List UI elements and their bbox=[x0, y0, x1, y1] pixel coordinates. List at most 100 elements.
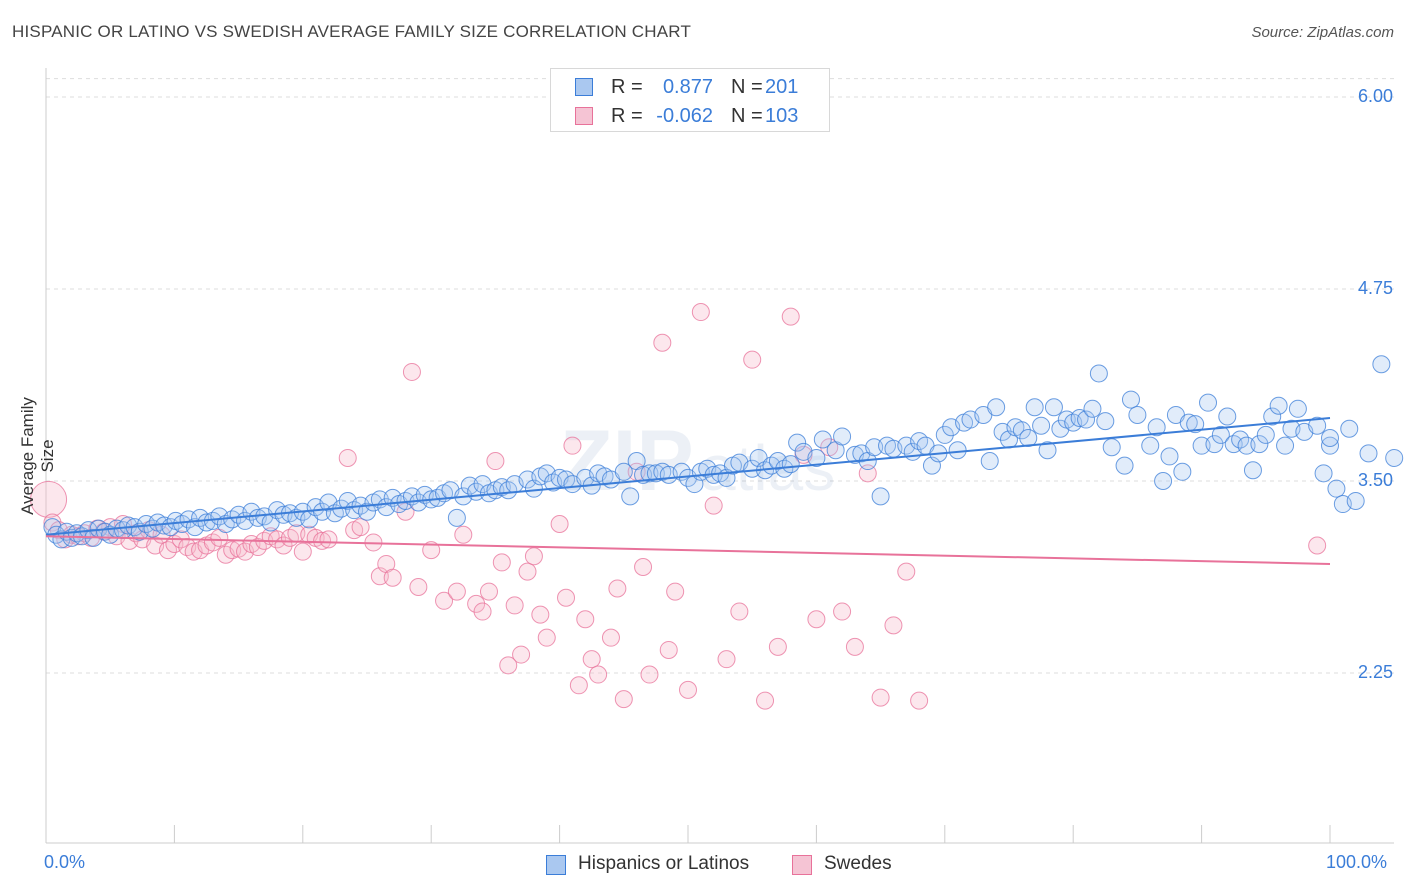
swedes-points bbox=[30, 303, 1327, 710]
data-point bbox=[467, 594, 486, 613]
data-point bbox=[845, 637, 864, 656]
data-point bbox=[1288, 399, 1307, 418]
series-legend: Hispanics or Latinos Swedes bbox=[0, 851, 1406, 879]
data-point bbox=[1237, 436, 1256, 455]
data-point bbox=[1327, 479, 1346, 498]
data-point bbox=[897, 562, 916, 581]
data-point bbox=[1385, 448, 1404, 467]
data-point bbox=[1263, 407, 1282, 426]
data-point bbox=[1340, 419, 1359, 438]
data-point bbox=[743, 459, 762, 478]
data-point bbox=[1276, 436, 1295, 455]
data-point bbox=[447, 582, 466, 601]
data-point bbox=[807, 448, 826, 467]
data-point bbox=[351, 518, 370, 537]
data-point bbox=[203, 533, 222, 552]
data-point bbox=[640, 665, 659, 684]
data-point bbox=[1019, 428, 1038, 447]
hispanics-points bbox=[43, 355, 1404, 549]
data-point bbox=[666, 582, 685, 601]
data-point bbox=[422, 541, 441, 560]
data-point bbox=[1321, 436, 1339, 455]
data-point bbox=[293, 542, 312, 561]
data-point bbox=[550, 515, 569, 534]
legend-r-label: R = bbox=[611, 105, 643, 127]
data-point bbox=[614, 690, 633, 709]
data-point bbox=[179, 510, 198, 529]
data-point bbox=[1269, 396, 1288, 415]
data-point bbox=[576, 610, 595, 629]
data-point bbox=[1205, 435, 1224, 454]
legend-label-hispanics: Hispanics or Latinos bbox=[578, 853, 750, 874]
data-point bbox=[1256, 425, 1275, 444]
data-point bbox=[479, 582, 498, 601]
legend-label-swedes: Swedes bbox=[824, 853, 892, 874]
data-point bbox=[569, 676, 588, 695]
data-point bbox=[601, 628, 620, 647]
data-point bbox=[524, 547, 543, 566]
data-point bbox=[1224, 435, 1243, 454]
data-point bbox=[659, 640, 678, 659]
data-point bbox=[1314, 464, 1333, 483]
data-point bbox=[743, 350, 762, 369]
data-point bbox=[1032, 416, 1051, 435]
data-point bbox=[1044, 398, 1063, 417]
data-point bbox=[1154, 472, 1173, 490]
data-point bbox=[447, 508, 466, 527]
data-point bbox=[313, 502, 332, 521]
data-point bbox=[858, 464, 877, 483]
data-point bbox=[435, 591, 454, 610]
x-tick-label-100: 100.0% bbox=[1326, 852, 1388, 872]
data-point bbox=[1359, 444, 1378, 463]
legend-r-label: R = bbox=[611, 76, 643, 98]
y-tick-label-0: 2.25 bbox=[1357, 662, 1393, 682]
data-point bbox=[557, 588, 576, 607]
data-point bbox=[807, 610, 826, 629]
data-point bbox=[505, 596, 524, 615]
data-point bbox=[768, 637, 787, 656]
data-point bbox=[1173, 462, 1192, 481]
y-axis-label: Average Family Size bbox=[18, 397, 57, 515]
data-point bbox=[512, 645, 531, 664]
data-point bbox=[788, 433, 807, 452]
legend-n-value: 103 bbox=[765, 105, 799, 127]
data-point bbox=[402, 362, 421, 381]
data-point bbox=[531, 605, 550, 624]
data-point bbox=[313, 531, 332, 550]
data-point bbox=[319, 530, 338, 549]
trend-lines bbox=[45, 417, 1331, 565]
data-point bbox=[537, 628, 556, 647]
data-point bbox=[1102, 438, 1121, 457]
x-tick-label-0: 0.0% bbox=[44, 852, 86, 872]
data-point bbox=[499, 656, 518, 675]
data-point bbox=[473, 602, 492, 621]
y-tick-label-2: 4.75 bbox=[1357, 278, 1393, 298]
data-point bbox=[704, 496, 723, 515]
data-point bbox=[935, 425, 954, 444]
data-point bbox=[582, 650, 601, 669]
data-point bbox=[813, 430, 832, 449]
data-point bbox=[185, 518, 204, 537]
data-point bbox=[730, 602, 749, 621]
legend-swatch-hispanics bbox=[546, 855, 566, 875]
data-point bbox=[871, 688, 890, 707]
data-point bbox=[634, 558, 653, 577]
svg-text:ZIP: ZIP bbox=[560, 413, 694, 509]
watermark: ZIP atlas bbox=[560, 413, 835, 509]
data-point bbox=[1128, 405, 1147, 424]
data-point bbox=[871, 487, 890, 506]
data-point bbox=[518, 562, 537, 581]
legend-n-label: N = bbox=[731, 76, 763, 98]
legend-row-swedes: R = -0.062 N = 103 bbox=[551, 100, 829, 130]
data-point bbox=[756, 691, 775, 710]
data-point bbox=[1115, 456, 1134, 475]
data-point bbox=[1096, 412, 1115, 431]
data-point bbox=[1346, 491, 1365, 510]
data-point bbox=[679, 680, 697, 699]
data-point bbox=[1308, 416, 1327, 435]
data-point bbox=[1012, 421, 1031, 440]
axes bbox=[45, 68, 1394, 844]
y-tick-label-3: 6.00 bbox=[1357, 86, 1393, 106]
data-point bbox=[338, 448, 357, 467]
data-point bbox=[454, 525, 473, 544]
